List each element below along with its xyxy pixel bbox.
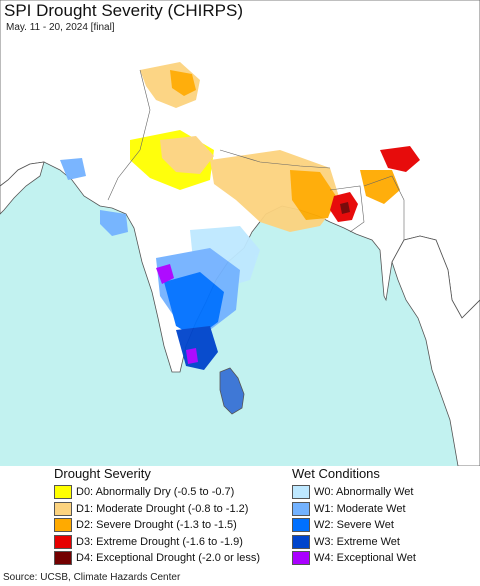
map-title: SPI Drought Severity (CHIRPS)	[4, 1, 244, 20]
internal-borders	[107, 69, 405, 240]
patch-ne-d2	[360, 170, 400, 204]
legend-label-w2: W2: Severe Wet	[314, 519, 394, 532]
patch-w4-a	[156, 264, 174, 284]
patch-kashmir-d2	[170, 70, 196, 96]
swatch-w4	[292, 551, 310, 566]
legend-wet: Wet Conditions W0: Abnormally Wet W1: Mo…	[292, 466, 416, 567]
patch-gujarat-w1	[60, 158, 86, 180]
swatch-d2	[54, 518, 72, 533]
legend-label-w3: W3: Extreme Wet	[314, 535, 400, 548]
border-bangladesh	[329, 185, 365, 233]
swatch-w2	[292, 518, 310, 533]
map-subtitle: May. 11 - 20, 2024 [final]	[6, 22, 115, 33]
swatch-d1	[54, 501, 72, 516]
legend-drought: Drought Severity D0: Abnormally Dry (-0.…	[54, 466, 260, 567]
patch-w4-b	[186, 348, 198, 364]
legend-label-w4: W4: Exceptional Wet	[314, 552, 416, 565]
legend-label-d4: D4: Exceptional Drought (-2.0 or less)	[76, 552, 261, 565]
source-credit: Source: UCSB, Climate Hazards Center	[3, 572, 181, 583]
patch-bangladesh-d4	[340, 202, 350, 214]
border-pakistan-india	[107, 69, 151, 201]
legend-item-d4: D4: Exceptional Drought (-2.0 or less)	[54, 550, 260, 567]
legend: Drought Severity D0: Abnormally Dry (-0.…	[0, 466, 480, 570]
legend-label-w1: W1: Moderate Wet	[314, 502, 406, 515]
legend-item-d0: D0: Abnormally Dry (-0.5 to -0.7)	[54, 484, 260, 501]
patch-ganges-d2	[290, 170, 336, 220]
swatch-w3	[292, 534, 310, 549]
patch-westcoast-w1	[100, 210, 128, 236]
patch-south-w3	[176, 326, 218, 370]
border-myanmar	[363, 175, 405, 240]
swatch-d0	[54, 485, 72, 500]
swatch-d4	[54, 551, 72, 566]
condition-shading	[60, 62, 420, 370]
legend-item-w2: W2: Severe Wet	[292, 517, 416, 534]
legend-item-d3: D3: Extreme Drought (-1.6 to -1.9)	[54, 534, 260, 551]
legend-label-d1: D1: Moderate Drought (-0.8 to -1.2)	[76, 502, 249, 515]
border-nepal	[219, 149, 331, 169]
swatch-w0	[292, 485, 310, 500]
legend-label-d0: D0: Abnormally Dry (-0.5 to -0.7)	[76, 486, 235, 499]
drought-map	[0, 0, 480, 466]
legend-wet-heading: Wet Conditions	[292, 466, 380, 481]
patch-ne-d3	[380, 146, 420, 172]
legend-item-d2: D2: Severe Drought (-1.3 to -1.5)	[54, 517, 260, 534]
legend-item-w0: W0: Abnormally Wet	[292, 484, 416, 501]
legend-item-w3: W3: Extreme Wet	[292, 534, 416, 551]
swatch-w1	[292, 501, 310, 516]
sri-lanka	[219, 367, 245, 415]
legend-label-d3: D3: Extreme Drought (-1.6 to -1.9)	[76, 535, 243, 548]
legend-label-w0: W0: Abnormally Wet	[314, 486, 414, 499]
legend-drought-heading: Drought Severity	[54, 466, 151, 481]
legend-item-w1: W1: Moderate Wet	[292, 501, 416, 518]
land-west	[0, 161, 45, 215]
legend-label-d2: D2: Severe Drought (-1.3 to -1.5)	[76, 519, 237, 532]
swatch-d3	[54, 534, 72, 549]
legend-item-w4: W4: Exceptional Wet	[292, 550, 416, 567]
legend-item-d1: D1: Moderate Drought (-0.8 to -1.2)	[54, 501, 260, 518]
patch-nw-d1	[160, 136, 214, 174]
land-southeast	[391, 235, 480, 466]
patch-deccan-w2	[164, 272, 224, 338]
